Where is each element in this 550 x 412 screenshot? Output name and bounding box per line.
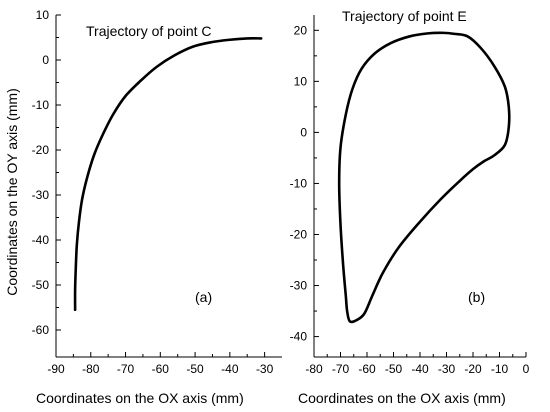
panel-a-y-tick-label: -30 <box>32 188 50 202</box>
panel-a-trajectory-line <box>73 36 263 312</box>
panel-a-x-tick-label: -50 <box>186 362 204 376</box>
panel-a-x-axis-label: Coordinates on the OX axis (mm) <box>36 390 244 406</box>
panel-a-y-tick-label: -10 <box>32 98 50 112</box>
panel-b-y-tick-label: -30 <box>290 279 308 293</box>
panel-b-y-tick-label: -40 <box>290 330 308 344</box>
panel-b-trajectory-point-e: Trajectory of point E (b) Coordinates on… <box>290 8 530 406</box>
panel-a-x-tick-label: -80 <box>82 362 100 376</box>
panel-a-x-tick-label: -60 <box>152 362 170 376</box>
panel-a-y-tick-label: -60 <box>32 323 50 337</box>
panel-b-y-tick-label: 0 <box>300 125 307 139</box>
panel-b-y-tick-label: -20 <box>290 227 308 241</box>
panel-b-trajectory-line <box>337 31 511 324</box>
panel-b-x-tick-label: -10 <box>491 362 509 376</box>
panel-a-title: Trajectory of point C <box>86 23 212 39</box>
panel-b-x-tick-label: -60 <box>358 362 376 376</box>
panel-b-x-tick-label: -20 <box>464 362 482 376</box>
panel-a-trajectory-point-c: Trajectory of point C (a) Coordinates on… <box>4 8 282 406</box>
panel-b-x-tick-label: -70 <box>332 362 350 376</box>
panel-a-x-tick-label: -90 <box>47 362 65 376</box>
panel-b-y-tick-label: 10 <box>294 74 308 88</box>
panel-a-y-axis-label: Coordinates on the OY axis (mm) <box>4 88 20 296</box>
panel-a-x-tick-label: -40 <box>221 362 239 376</box>
panel-b-x-tick-label: -50 <box>385 362 403 376</box>
panel-a-y-tick-label: -20 <box>32 143 50 157</box>
panel-a-tag: (a) <box>195 289 212 305</box>
panel-a-y-tick-label: -40 <box>32 233 50 247</box>
panel-a-y-tick-label: 10 <box>36 8 50 22</box>
panel-a-x-tick-label: -30 <box>256 362 274 376</box>
panel-b-x-tick-label: 0 <box>523 362 530 376</box>
panel-b-x-tick-label: -80 <box>305 362 323 376</box>
panel-a-y-tick-label: -50 <box>32 278 50 292</box>
panel-b-tag: (b) <box>468 289 485 305</box>
panel-b-title: Trajectory of point E <box>342 8 467 24</box>
panel-b-x-tick-label: -40 <box>411 362 429 376</box>
panel-a-y-tick-label: 0 <box>42 53 49 67</box>
panel-b-x-tick-label: -30 <box>438 362 456 376</box>
panel-b-y-tick-label: -10 <box>290 176 308 190</box>
panel-b-y-tick-label: 20 <box>294 23 308 37</box>
panel-b-x-axis-label: Coordinates on the OX axis (mm) <box>298 390 506 406</box>
panel-a-x-tick-label: -70 <box>117 362 135 376</box>
